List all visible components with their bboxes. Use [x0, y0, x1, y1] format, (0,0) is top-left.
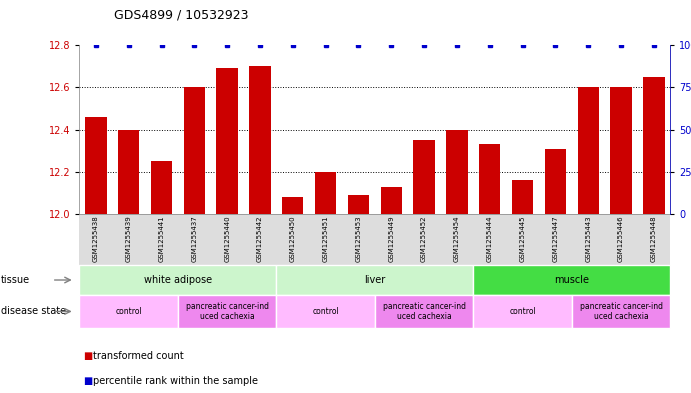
Bar — [512, 180, 533, 214]
Text: disease state: disease state — [1, 307, 66, 316]
Text: muscle: muscle — [554, 275, 589, 285]
Text: percentile rank within the sample: percentile rank within the sample — [93, 376, 258, 386]
Bar — [249, 66, 271, 214]
Bar — [85, 117, 106, 214]
Text: GDS4899 / 10532923: GDS4899 / 10532923 — [114, 9, 249, 22]
Bar — [118, 130, 140, 214]
Bar — [315, 172, 337, 214]
Bar — [216, 68, 238, 214]
Text: pancreatic cancer-ind
uced cachexia: pancreatic cancer-ind uced cachexia — [186, 302, 269, 321]
Bar — [578, 88, 599, 214]
Text: liver: liver — [364, 275, 386, 285]
Bar — [643, 77, 665, 214]
Text: control: control — [312, 307, 339, 316]
Bar — [413, 140, 435, 214]
Bar — [381, 187, 402, 214]
Bar — [282, 197, 303, 214]
Bar — [446, 130, 468, 214]
Bar — [151, 162, 172, 214]
Bar — [610, 88, 632, 214]
Bar — [348, 195, 369, 214]
Bar — [479, 145, 500, 214]
Bar — [545, 149, 566, 214]
Text: pancreatic cancer-ind
uced cachexia: pancreatic cancer-ind uced cachexia — [383, 302, 466, 321]
Text: pancreatic cancer-ind
uced cachexia: pancreatic cancer-ind uced cachexia — [580, 302, 663, 321]
Text: tissue: tissue — [1, 275, 30, 285]
Text: white adipose: white adipose — [144, 275, 212, 285]
Text: ■: ■ — [83, 351, 92, 361]
Bar — [184, 88, 205, 214]
Text: control: control — [509, 307, 536, 316]
Text: ■: ■ — [83, 376, 92, 386]
Text: control: control — [115, 307, 142, 316]
Text: transformed count: transformed count — [93, 351, 184, 361]
